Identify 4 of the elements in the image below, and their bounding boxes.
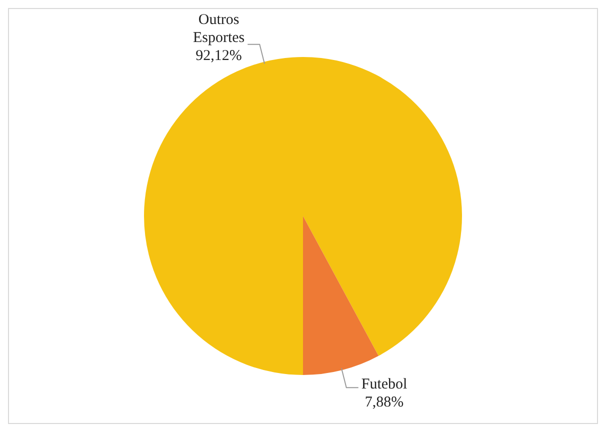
slice-label: Outros Esportes: [192, 12, 245, 46]
data-label: 7,88%: [364, 394, 404, 411]
slice-label: Futebol: [361, 376, 408, 393]
data-label: 92,12%: [196, 48, 242, 64]
